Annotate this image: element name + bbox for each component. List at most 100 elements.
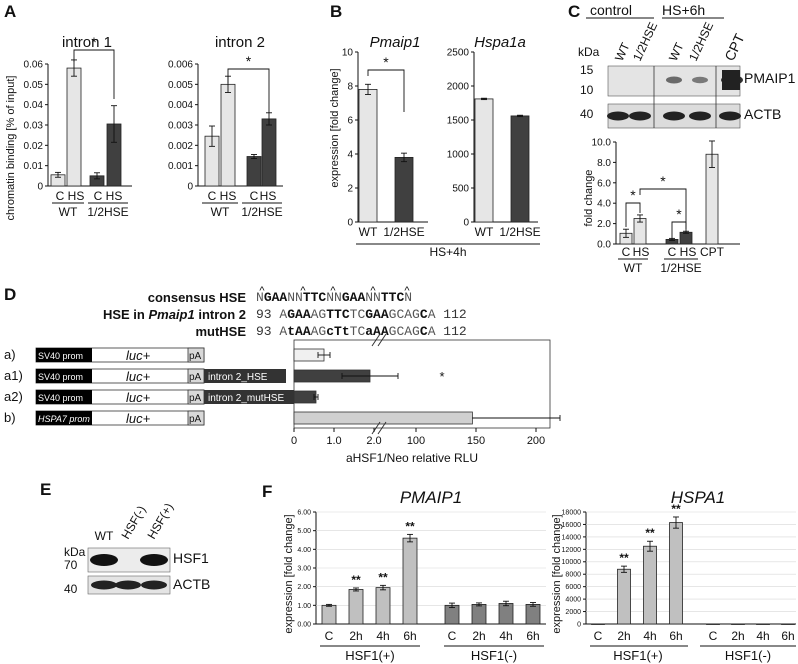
y-tick-label: 0.0 <box>597 240 611 251</box>
bar-category-label: HS <box>68 189 85 203</box>
y-tick-label: 0 <box>37 182 43 193</box>
hse-motif: C <box>419 307 428 322</box>
seq-segment: GCAG <box>388 307 420 322</box>
panel-f2-y-axis-label: expression [fold change] <box>551 514 563 633</box>
blot-band <box>692 76 708 84</box>
bar-category-label: C <box>668 245 677 259</box>
panel-label-c: C <box>568 2 581 21</box>
seq-segment: A <box>427 324 436 339</box>
time-point-label: 6h <box>526 629 539 643</box>
seq-segment: TC <box>349 307 366 322</box>
blot-e-band-hsf1: HSF1 <box>173 550 209 566</box>
y-tick-label: 0 <box>347 218 353 229</box>
seq-segment: NN <box>326 290 342 305</box>
construct-luc-label: luc+ <box>126 411 151 426</box>
panel-label-f: F <box>262 482 273 501</box>
hse-motif: GAA <box>341 290 366 305</box>
construct-promoter-label: SV40 prom <box>38 351 83 361</box>
blot-e-band <box>90 554 118 566</box>
seq-segment: NN <box>287 290 303 305</box>
sequence-text: NGAANNTTCNNGAANNTTCN <box>256 290 412 305</box>
y-tick-label: 4.00 <box>297 547 311 554</box>
bar <box>321 604 337 625</box>
construct-pa-box <box>187 347 205 363</box>
construct-pa-label: pA <box>189 351 202 362</box>
sig-bracket-cross <box>639 188 687 229</box>
bar-category-label: WT <box>475 225 494 239</box>
blot-band-pmaip1: PMAIP1 <box>744 70 796 86</box>
group-label-wt: WT <box>211 205 230 219</box>
sig-bracket-wt <box>625 202 641 227</box>
y-tick-label: 10000 <box>562 559 582 566</box>
blot-kda-label: kDa <box>578 45 600 59</box>
x-tick-label: 2.0 <box>366 435 381 447</box>
y-tick-label: 0.002 <box>168 141 193 152</box>
bar-category-label: HS <box>220 189 237 203</box>
seq-position-left: 93 <box>256 307 280 322</box>
y-tick-label: 0 <box>463 218 469 229</box>
y-tick-label: 8000 <box>565 572 581 579</box>
significance-mark: * <box>660 173 666 189</box>
panel-label-d: D <box>4 285 17 304</box>
bar <box>402 537 418 625</box>
bar <box>781 623 795 625</box>
bar <box>679 231 693 245</box>
blot-e-lane-label: WT <box>95 529 114 543</box>
y-tick-label: 5.00 <box>297 528 311 535</box>
rlu-x-axis-label: aHSF1/Neo relative RLU <box>346 451 478 465</box>
construct-promoter-box <box>36 369 92 383</box>
consensus-caret: ^ <box>300 285 306 297</box>
blot-lane-label: WT <box>612 40 633 63</box>
significance-mark: * <box>630 187 636 203</box>
construct-promoter-box <box>36 348 92 362</box>
panel-label-a: A <box>4 2 17 21</box>
construct-id: a2) <box>4 389 23 404</box>
bar <box>348 589 364 625</box>
sig-bracket-pmaip1 <box>367 69 405 112</box>
x-tick-label: 150 <box>467 435 485 447</box>
seq-segment: N <box>404 290 413 305</box>
time-point-label: 4h <box>376 629 389 643</box>
seq-segment: A <box>427 307 436 322</box>
hse-motif: aAA <box>365 324 389 339</box>
bar-category-label: C <box>56 189 65 203</box>
bar-category-label: 1/2HSE <box>383 225 424 239</box>
seq-segment: N <box>256 290 264 305</box>
blot-marker-10: 10 <box>580 83 594 97</box>
panel-a-y-axis-label: chromatin binding [% of input] <box>5 76 17 221</box>
bar <box>756 623 770 625</box>
construct-intron-label: intron 2_HSE <box>208 372 268 383</box>
blot-lane-label: 1/2HSE <box>686 20 716 63</box>
bar-category-label: C <box>94 189 103 203</box>
construct-id: a) <box>4 347 16 362</box>
y-tick-label: 6 <box>347 116 353 127</box>
construct-promoter-label: SV40 prom <box>38 372 83 382</box>
y-tick-label: 4000 <box>565 597 581 604</box>
label-text: mutHSE <box>195 324 246 339</box>
construct-luc-label: luc+ <box>126 390 151 405</box>
group-label-wt: WT <box>624 261 643 275</box>
construct-luc-label: luc+ <box>126 369 151 384</box>
group-label-hsf1-neg: HSF1(-) <box>725 648 771 663</box>
x-tick-label: 0 <box>291 435 297 447</box>
blot-band <box>663 111 685 121</box>
blot-band <box>719 111 741 121</box>
time-point-label: 2h <box>349 629 362 643</box>
seq-position-right: 112 <box>435 324 467 339</box>
axis-break-top <box>371 333 387 347</box>
seq-segment: TC <box>349 324 366 339</box>
bar-category-label: HS <box>680 245 697 259</box>
time-point-label: 2h <box>472 629 485 643</box>
hse-motif: C <box>419 324 428 339</box>
y-tick-label: 6.00 <box>297 509 311 516</box>
blot-header-hs: HS+6h <box>662 2 706 18</box>
y-tick-label: 12000 <box>562 547 582 554</box>
label-gene: Pmaip1 <box>148 307 195 322</box>
chart-title-intron2: intron 2 <box>215 34 265 51</box>
bar <box>591 623 605 625</box>
seq-segment: AG <box>310 324 327 339</box>
hse-motif: tAA <box>287 324 311 339</box>
sig-bracket-intron1 <box>73 49 115 99</box>
blot-e-lane-label: HSF(+) <box>144 501 176 542</box>
construct-pa-label: pA <box>189 393 202 404</box>
